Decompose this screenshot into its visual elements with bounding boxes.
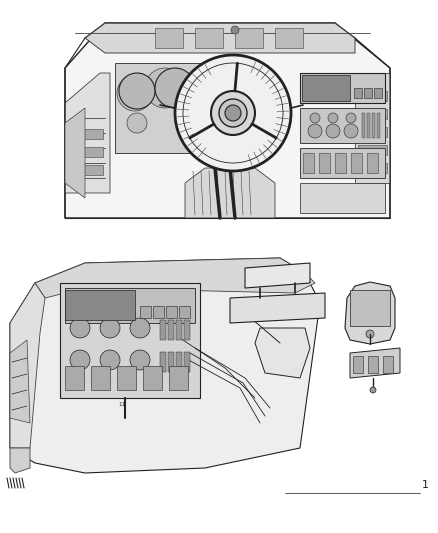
Circle shape: [366, 330, 374, 338]
Polygon shape: [73, 147, 103, 157]
Polygon shape: [184, 320, 190, 340]
Polygon shape: [117, 366, 136, 390]
Polygon shape: [168, 320, 174, 340]
Polygon shape: [358, 163, 387, 173]
Polygon shape: [10, 448, 30, 473]
Polygon shape: [335, 153, 346, 173]
Polygon shape: [319, 153, 330, 173]
Polygon shape: [350, 290, 390, 326]
Polygon shape: [300, 108, 385, 143]
Circle shape: [211, 91, 255, 135]
Polygon shape: [10, 340, 30, 423]
Polygon shape: [354, 88, 362, 98]
Circle shape: [70, 350, 90, 370]
Circle shape: [127, 113, 147, 133]
Circle shape: [155, 68, 195, 108]
Polygon shape: [353, 356, 363, 373]
Polygon shape: [358, 91, 387, 101]
Polygon shape: [10, 283, 45, 448]
Text: 11: 11: [118, 402, 125, 407]
Polygon shape: [362, 113, 365, 138]
Polygon shape: [230, 293, 325, 323]
Polygon shape: [115, 63, 205, 153]
Polygon shape: [65, 288, 195, 323]
Polygon shape: [73, 129, 103, 139]
Polygon shape: [65, 290, 135, 320]
Polygon shape: [160, 320, 166, 340]
Polygon shape: [300, 73, 385, 103]
Polygon shape: [255, 328, 310, 378]
Polygon shape: [185, 168, 275, 218]
Polygon shape: [358, 127, 387, 137]
Polygon shape: [35, 258, 315, 298]
Polygon shape: [364, 88, 372, 98]
Polygon shape: [377, 113, 380, 138]
Polygon shape: [10, 258, 320, 473]
Polygon shape: [143, 366, 162, 390]
Circle shape: [130, 318, 150, 338]
Polygon shape: [176, 352, 182, 372]
Polygon shape: [302, 75, 350, 101]
Polygon shape: [65, 108, 85, 198]
Polygon shape: [367, 153, 378, 173]
Circle shape: [130, 350, 150, 370]
Circle shape: [225, 105, 241, 121]
Polygon shape: [60, 283, 200, 398]
Polygon shape: [184, 352, 190, 372]
Polygon shape: [358, 109, 387, 119]
Polygon shape: [345, 282, 395, 344]
Polygon shape: [350, 348, 400, 378]
Polygon shape: [235, 28, 263, 48]
Polygon shape: [65, 23, 390, 218]
Polygon shape: [195, 28, 223, 48]
Polygon shape: [372, 113, 375, 138]
Circle shape: [231, 26, 239, 34]
Circle shape: [219, 99, 247, 127]
Polygon shape: [153, 306, 164, 318]
Circle shape: [308, 124, 322, 138]
Circle shape: [119, 73, 155, 109]
Polygon shape: [65, 73, 110, 193]
Circle shape: [310, 113, 320, 123]
Polygon shape: [303, 153, 314, 173]
Polygon shape: [374, 88, 382, 98]
Polygon shape: [160, 352, 166, 372]
Circle shape: [100, 350, 120, 370]
Polygon shape: [179, 306, 190, 318]
Circle shape: [145, 68, 185, 108]
Polygon shape: [383, 356, 393, 373]
Polygon shape: [275, 28, 303, 48]
Polygon shape: [65, 366, 84, 390]
Circle shape: [346, 113, 356, 123]
Polygon shape: [355, 73, 390, 183]
Text: 1: 1: [422, 480, 429, 490]
Circle shape: [344, 124, 358, 138]
Polygon shape: [351, 153, 362, 173]
Polygon shape: [176, 320, 182, 340]
Polygon shape: [73, 165, 103, 175]
Circle shape: [175, 55, 291, 171]
Polygon shape: [169, 366, 188, 390]
Polygon shape: [166, 306, 177, 318]
Polygon shape: [140, 306, 151, 318]
Circle shape: [100, 318, 120, 338]
Polygon shape: [245, 263, 310, 288]
Polygon shape: [367, 113, 370, 138]
Polygon shape: [155, 28, 183, 48]
Polygon shape: [300, 148, 385, 178]
Circle shape: [174, 82, 206, 114]
Circle shape: [117, 75, 153, 111]
Polygon shape: [91, 366, 110, 390]
Circle shape: [326, 124, 340, 138]
Polygon shape: [358, 145, 387, 155]
Polygon shape: [85, 23, 355, 53]
Circle shape: [370, 387, 376, 393]
Polygon shape: [368, 356, 378, 373]
Circle shape: [328, 113, 338, 123]
Polygon shape: [168, 352, 174, 372]
Polygon shape: [300, 183, 385, 213]
Circle shape: [70, 318, 90, 338]
